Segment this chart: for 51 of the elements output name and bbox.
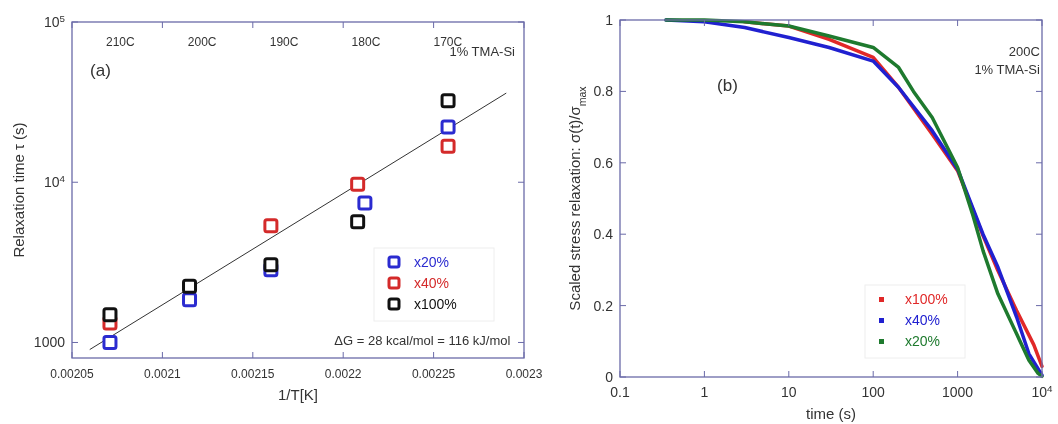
point <box>182 292 198 308</box>
y-tick-label: 0.2 <box>593 297 614 314</box>
x-tick-label: 1 <box>700 384 709 400</box>
x2-tick-label: 200C <box>187 35 217 49</box>
x-tick-label: 0.0023 <box>505 367 543 381</box>
annotation: 200C <box>1008 43 1040 59</box>
x2-tick-label: 190C <box>269 35 299 49</box>
legend-label: x20% <box>905 333 941 349</box>
point <box>263 218 279 234</box>
y-tick-label: 10$^{5}$ <box>43 12 66 30</box>
y-axis-title: Relaxation time τ (s) <box>10 122 27 258</box>
y-tick-label: 1 <box>605 12 614 28</box>
x-tick-label: 0.0022 <box>324 367 362 381</box>
y-tick-label: 0.8 <box>593 83 614 100</box>
y-tick-label: 0 <box>605 369 614 385</box>
annotation: (b) <box>717 76 738 96</box>
x-tick-label: 10 <box>781 384 797 400</box>
x-tick-label: 0.00225 <box>411 367 456 381</box>
point <box>357 195 373 211</box>
annotation: ΔG = 28 kcal/mol = 116 kJ/mol <box>334 332 511 348</box>
legend-label: x20% <box>414 254 450 270</box>
point <box>440 138 456 154</box>
x-tick-label: 0.0021 <box>144 367 182 381</box>
annotation: 1% TMA-Si <box>974 61 1040 77</box>
point <box>440 93 456 109</box>
point <box>350 214 366 230</box>
x2-tick-label: 210C <box>105 35 135 49</box>
y-tick-label: 10$^{4}$ <box>43 172 66 191</box>
x-tick-label: 0.00215 <box>231 367 275 381</box>
legend-label: x40% <box>905 312 941 328</box>
x-axis-title: time (s) <box>806 405 856 422</box>
point <box>102 334 118 350</box>
legend-label: x40% <box>414 275 450 291</box>
point <box>263 257 279 273</box>
legend-label: x100% <box>414 296 457 312</box>
x-tick-label: 10$^{4}$ <box>1031 382 1054 400</box>
x2-tick-label: 180C <box>351 35 381 49</box>
x-axis-title: 1/T[K] <box>277 386 319 403</box>
annotation: (a) <box>90 60 111 80</box>
point <box>440 119 456 135</box>
y-tick-label: 1000 <box>33 334 66 351</box>
x-tick-label: 0.00205 <box>50 367 95 381</box>
x-tick-label: 100 <box>861 384 886 400</box>
point <box>102 307 118 323</box>
legend-label: x100% <box>905 291 948 307</box>
y-tick-label: 0.4 <box>593 226 614 243</box>
point <box>182 278 198 294</box>
x-tick-label: 0.1 <box>610 384 630 400</box>
x-tick-label: 1000 <box>942 384 974 400</box>
y-tick-label: 0.6 <box>593 154 614 171</box>
point <box>350 176 366 192</box>
